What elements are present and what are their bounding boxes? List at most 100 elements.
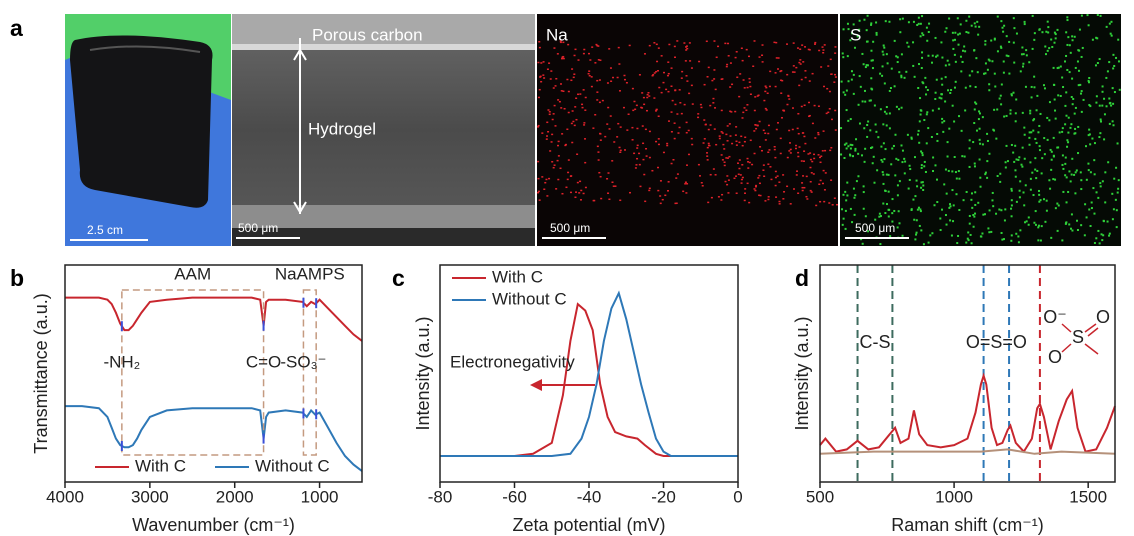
speckle (676, 113, 679, 115)
speckle (606, 82, 609, 84)
speckle (1037, 131, 1040, 134)
speckle (1002, 30, 1005, 33)
speckle (628, 191, 631, 194)
speckle (642, 142, 645, 145)
speckle (918, 63, 921, 66)
speckle (609, 67, 612, 69)
speckle (991, 191, 994, 194)
speckle (813, 43, 816, 45)
speckle (739, 73, 742, 75)
speckle (1038, 193, 1041, 196)
speckle (968, 139, 971, 142)
speckle (919, 210, 922, 213)
speckle (964, 50, 967, 53)
speckle (1069, 180, 1072, 183)
speckle (1047, 31, 1050, 34)
speckle (747, 55, 750, 58)
speckle (720, 109, 723, 112)
speckle (999, 94, 1002, 97)
speckle (929, 234, 932, 237)
speckle (797, 155, 800, 158)
series-line (440, 302, 738, 457)
speckle (978, 110, 981, 113)
speckle (1076, 219, 1079, 222)
speckle (546, 121, 549, 124)
speckle (1085, 178, 1088, 181)
x-axis-label: Zeta potential (mV) (512, 515, 665, 535)
speckle (592, 127, 595, 129)
speckle (674, 103, 677, 106)
speckle (539, 75, 542, 78)
speckle (1066, 139, 1069, 142)
speckle (944, 30, 947, 33)
speckle (797, 132, 800, 135)
speckle (993, 38, 996, 41)
speckle (566, 178, 569, 181)
speckle (983, 213, 986, 216)
speckle (951, 170, 954, 173)
speckle (1077, 49, 1080, 52)
s-map (840, 14, 1121, 246)
speckle (718, 137, 721, 140)
speckle (1051, 45, 1054, 48)
speckle (598, 101, 601, 104)
speckle (1035, 177, 1038, 180)
speckle (951, 189, 954, 192)
speckle (713, 78, 716, 80)
speckle (703, 83, 706, 86)
speckle (995, 137, 998, 140)
speckle (1018, 156, 1021, 159)
speckle (944, 168, 947, 171)
speckle (560, 90, 563, 92)
speckle (655, 108, 658, 111)
speckle (764, 200, 767, 202)
speckle (931, 54, 934, 57)
speckle (1019, 70, 1022, 73)
speckle (841, 208, 844, 211)
speckle (993, 72, 996, 75)
speckle (680, 77, 683, 79)
speckle (755, 184, 758, 187)
speckle (1052, 178, 1055, 181)
speckle (920, 67, 923, 70)
speckle (673, 45, 676, 48)
speckle (1010, 93, 1013, 96)
speckle (775, 41, 778, 44)
speckle (773, 41, 776, 44)
speckle (746, 182, 749, 185)
speckle (965, 241, 968, 244)
speckle (657, 47, 660, 49)
structure-bond (1061, 323, 1072, 333)
speckle (670, 67, 673, 69)
speckle (728, 155, 731, 158)
speckle (575, 118, 578, 121)
speckle (675, 202, 678, 205)
speckle (763, 99, 766, 102)
speckle (896, 56, 899, 59)
speckle (1082, 98, 1085, 101)
speckle (952, 220, 955, 223)
map-background (840, 14, 1121, 246)
speckle (1038, 200, 1041, 203)
speckle (809, 158, 812, 161)
speckle (1038, 145, 1041, 148)
speckle (1050, 168, 1053, 171)
speckle (842, 193, 845, 196)
speckle (666, 190, 669, 192)
speckle (592, 199, 595, 202)
speckle (996, 15, 999, 18)
speckle (788, 98, 791, 100)
speckle (641, 92, 644, 94)
arrow-heads (293, 48, 307, 214)
speckle (551, 118, 554, 121)
speckle (606, 123, 609, 125)
speckle (556, 144, 559, 147)
speckle (1043, 87, 1046, 90)
speckle (1102, 234, 1105, 237)
speckle (1017, 241, 1020, 244)
speckle (741, 176, 744, 179)
speckle (1015, 200, 1018, 203)
speckle (738, 167, 741, 170)
speckle (655, 43, 658, 46)
speckle (600, 197, 603, 200)
